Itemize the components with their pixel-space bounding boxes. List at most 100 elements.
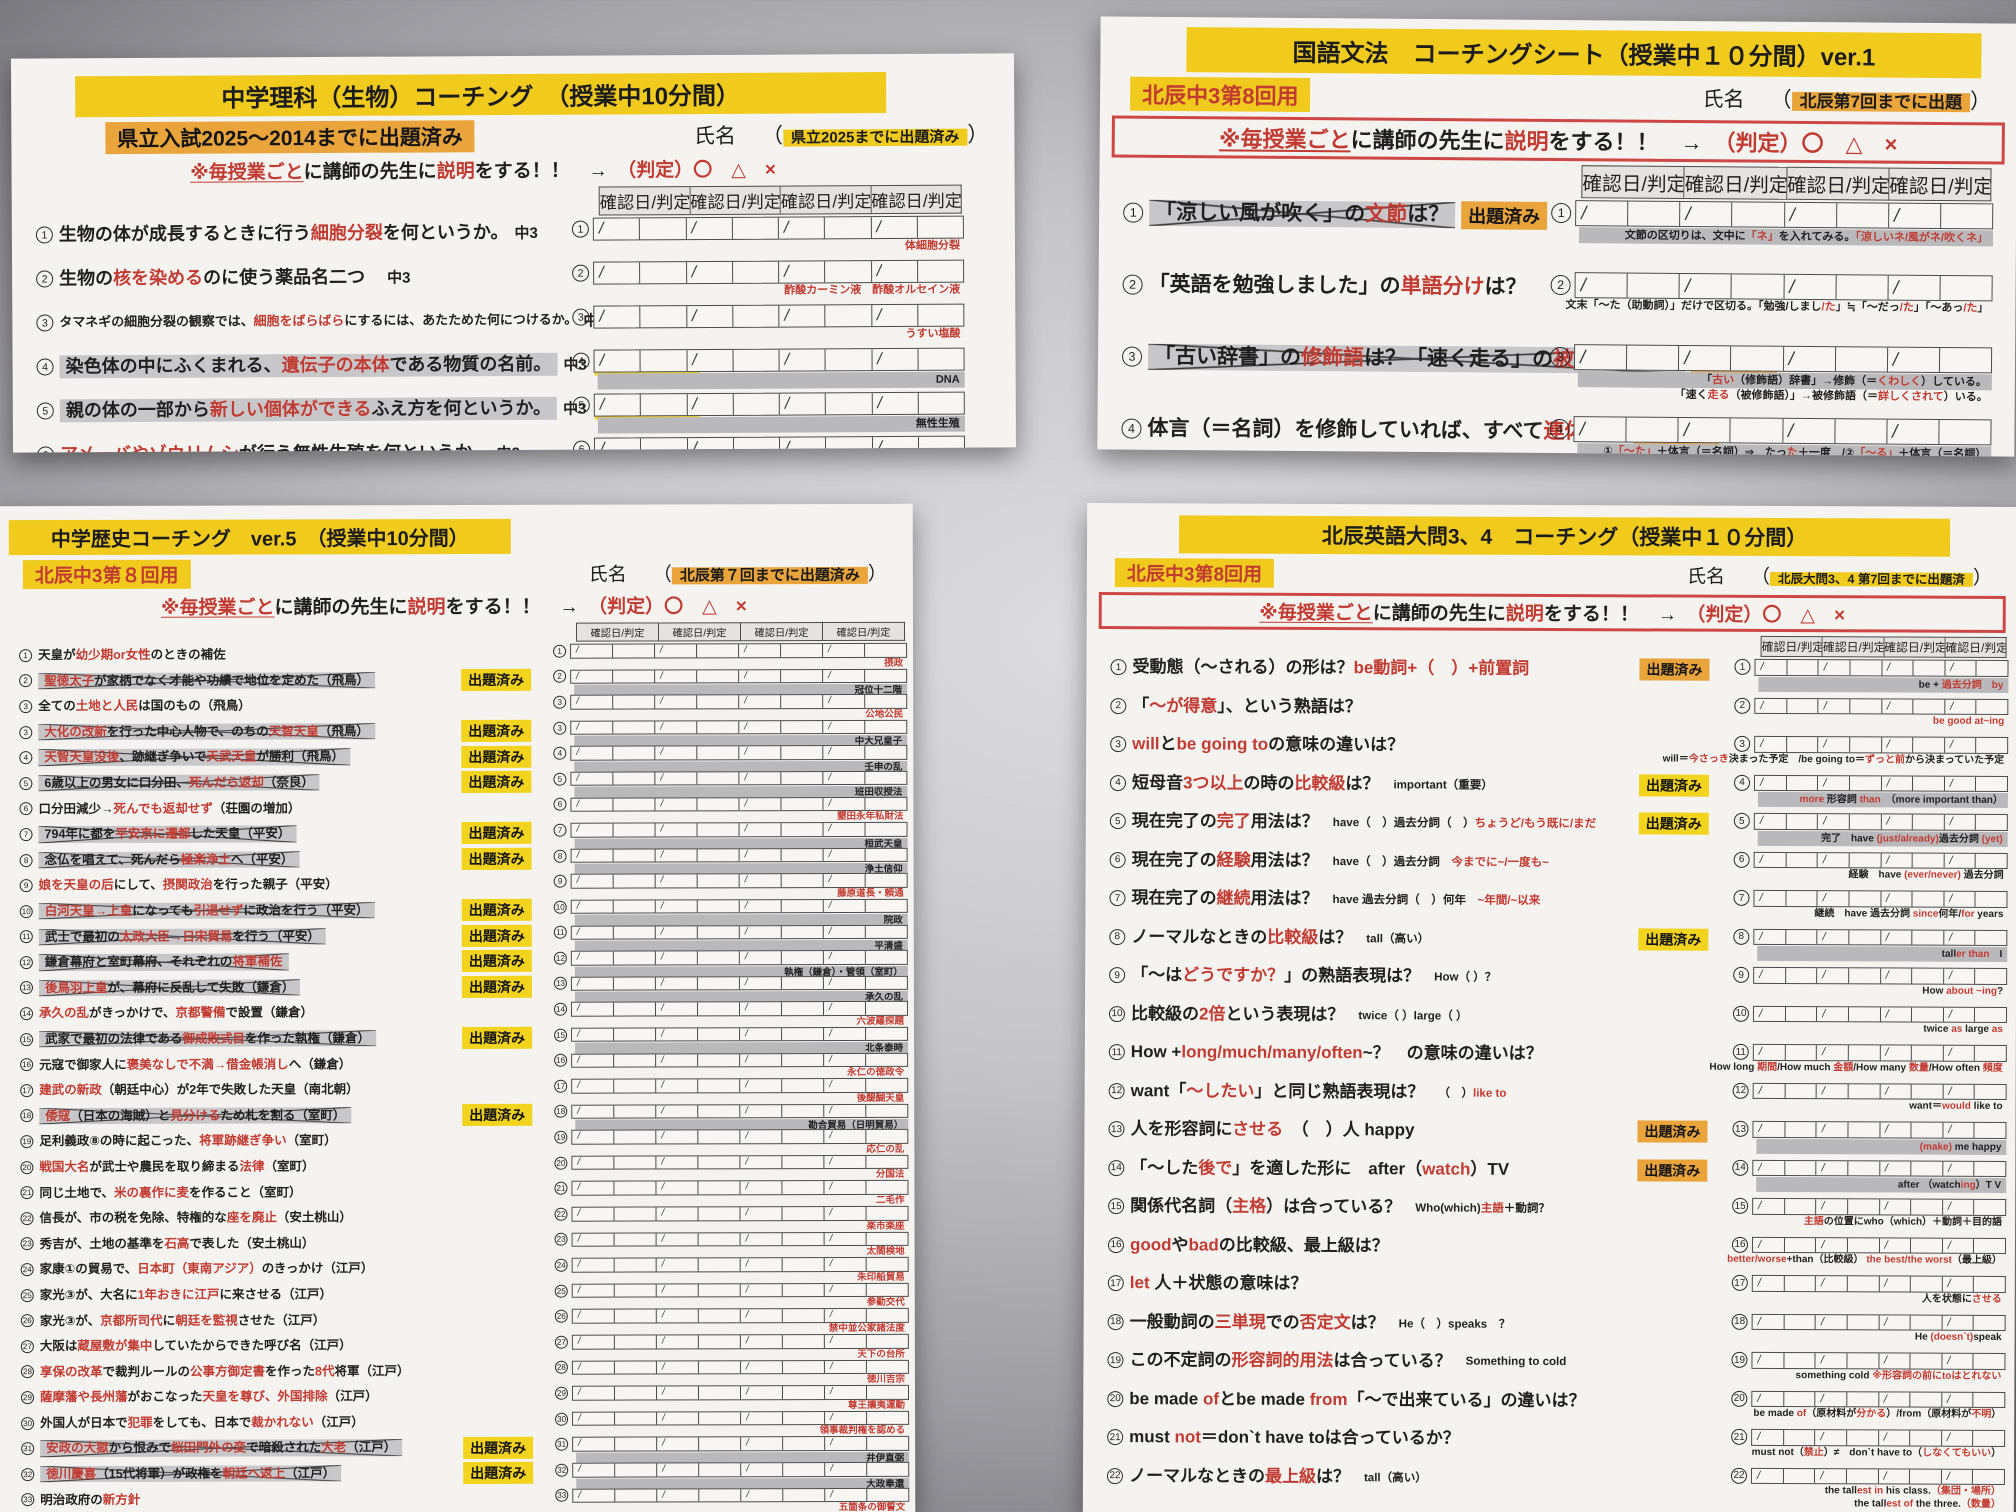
check-cell[interactable]	[697, 976, 740, 990]
check-cell[interactable]: /	[655, 900, 698, 913]
check-cell[interactable]: /	[823, 823, 866, 836]
check-cell[interactable]: /	[571, 721, 614, 734]
check-cell[interactable]: /	[740, 1028, 783, 1041]
check-cell[interactable]: /	[572, 1335, 615, 1349]
check-cell[interactable]	[918, 349, 963, 370]
check-cell[interactable]: /	[656, 1360, 699, 1374]
check-cell[interactable]: /	[571, 977, 614, 990]
check-cell[interactable]: /	[778, 217, 826, 239]
check-cell[interactable]	[781, 797, 824, 811]
check-cell[interactable]: /	[1754, 890, 1787, 906]
check-cell[interactable]	[865, 644, 906, 657]
check-cell[interactable]	[699, 1488, 742, 1502]
check-cell[interactable]: /	[823, 848, 866, 862]
check-cell[interactable]: /	[779, 261, 826, 283]
check-cell[interactable]: /	[655, 746, 698, 760]
check-cell[interactable]: /	[571, 1002, 615, 1016]
check-cell[interactable]	[1784, 1237, 1817, 1253]
check-cell[interactable]: /	[1942, 1238, 1975, 1253]
check-cell[interactable]	[1787, 660, 1819, 675]
check-cell[interactable]: /	[655, 797, 698, 811]
check-cell[interactable]: /	[739, 772, 782, 785]
name-field[interactable]: 氏名 （北辰大問3、4 第7回までに出題済）	[1687, 562, 1992, 590]
check-cell[interactable]: /	[1887, 419, 1940, 445]
check-cell[interactable]	[867, 1207, 908, 1220]
check-cell[interactable]	[867, 1284, 908, 1297]
check-cell[interactable]: /	[779, 305, 826, 327]
check-cell[interactable]	[825, 217, 872, 239]
check-cell[interactable]	[640, 306, 687, 328]
check-cell[interactable]	[614, 1284, 657, 1297]
check-cell[interactable]: /	[1943, 1045, 1976, 1061]
check-cell[interactable]: /	[1816, 1160, 1849, 1176]
check-cell[interactable]	[615, 1412, 658, 1425]
check-cell[interactable]: /	[573, 1437, 616, 1451]
check-cell[interactable]	[614, 1386, 658, 1400]
check-cell[interactable]	[613, 900, 656, 914]
check-cell[interactable]	[613, 951, 656, 965]
check-cell[interactable]	[1785, 1006, 1818, 1022]
check-cell[interactable]	[782, 1104, 825, 1118]
check-cell[interactable]	[732, 261, 780, 283]
check-cell[interactable]: /	[1754, 929, 1786, 945]
check-cell[interactable]	[1783, 1391, 1816, 1407]
check-cell[interactable]	[697, 951, 740, 964]
check-cell[interactable]	[1849, 968, 1881, 983]
check-cell[interactable]	[866, 1002, 907, 1015]
check-cell[interactable]: /	[1815, 1430, 1848, 1445]
check-cell[interactable]	[781, 772, 824, 785]
check-cell[interactable]: /	[1878, 1468, 1911, 1484]
check-cell[interactable]: /	[1782, 418, 1836, 444]
check-cell[interactable]: /	[740, 1309, 783, 1323]
check-cell[interactable]: /	[1880, 1083, 1912, 1099]
check-cell[interactable]: /	[1753, 1198, 1785, 1214]
check-cell[interactable]: /	[571, 900, 614, 914]
check-cell[interactable]	[865, 746, 906, 759]
check-cell[interactable]	[640, 262, 687, 284]
check-cell[interactable]	[919, 437, 964, 453]
check-cell[interactable]	[867, 1360, 908, 1373]
check-cell[interactable]	[614, 1361, 657, 1374]
check-cell[interactable]	[699, 1437, 742, 1451]
check-cell[interactable]	[1786, 775, 1819, 791]
check-cell[interactable]	[1786, 852, 1818, 868]
check-cell[interactable]: /	[657, 1463, 700, 1476]
check-cell[interactable]	[1973, 1431, 2004, 1446]
check-cell[interactable]	[782, 1079, 825, 1092]
check-cell[interactable]: /	[656, 1284, 699, 1297]
check-cell[interactable]	[867, 1386, 908, 1399]
check-cell[interactable]	[1627, 273, 1680, 298]
check-cell[interactable]	[614, 1053, 657, 1067]
check-cell[interactable]	[1628, 201, 1681, 226]
check-cell[interactable]	[781, 695, 824, 708]
check-cell[interactable]	[1973, 1469, 2004, 1484]
check-cell[interactable]	[1975, 1123, 2006, 1138]
check-cell[interactable]	[1730, 418, 1784, 443]
check-cell[interactable]	[866, 1028, 907, 1041]
check-cell[interactable]: /	[572, 1130, 615, 1144]
check-cell[interactable]	[697, 721, 740, 734]
check-cell[interactable]: /	[1816, 1122, 1849, 1137]
check-cell[interactable]: /	[824, 1360, 867, 1374]
check-cell[interactable]: /	[656, 1233, 699, 1246]
check-cell[interactable]: /	[1887, 347, 1941, 373]
check-cell[interactable]: /	[572, 1361, 615, 1374]
check-cell[interactable]: /	[656, 1258, 699, 1272]
check-cell[interactable]: /	[1754, 775, 1787, 791]
check-cell[interactable]	[1974, 1277, 2005, 1292]
check-cell[interactable]: /	[1878, 1353, 1911, 1369]
check-cell[interactable]	[698, 1284, 741, 1297]
check-cell[interactable]	[918, 217, 963, 238]
check-cell[interactable]: /	[739, 900, 782, 913]
check-cell[interactable]: /	[823, 643, 866, 657]
check-cell[interactable]: /	[741, 1437, 784, 1451]
check-cell[interactable]: /	[655, 695, 698, 709]
check-cell[interactable]: /	[1815, 1314, 1848, 1330]
check-cell[interactable]	[1784, 1199, 1817, 1214]
check-cell[interactable]	[866, 1105, 907, 1118]
check-cell[interactable]: /	[572, 1079, 615, 1093]
check-cell[interactable]	[615, 1489, 658, 1502]
check-cell[interactable]: /	[1943, 1007, 1976, 1022]
check-cell[interactable]: /	[823, 797, 866, 811]
check-cell[interactable]: /	[739, 976, 782, 990]
